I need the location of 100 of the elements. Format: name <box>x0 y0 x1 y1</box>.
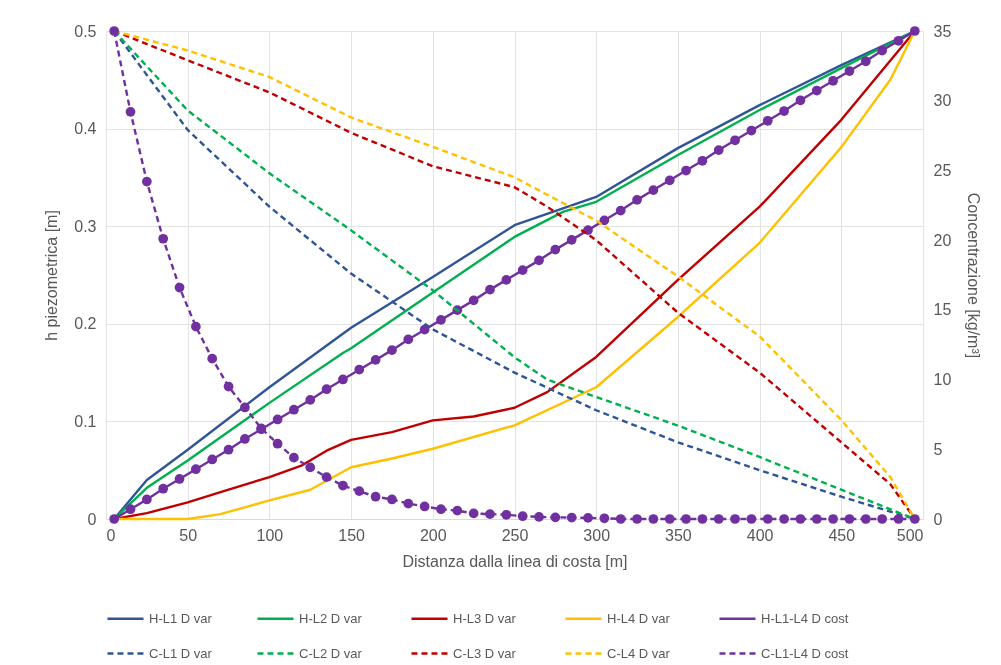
point <box>141 494 152 505</box>
point <box>125 107 136 117</box>
y2-axis-title: Concentrazione [kg/m³] <box>965 192 983 359</box>
legend-label: H-L4 D var <box>607 610 671 626</box>
point <box>240 402 250 413</box>
point <box>354 486 365 496</box>
y2-tick-label: 15 <box>933 301 952 319</box>
point <box>485 284 495 295</box>
x-tick-label: 450 <box>828 526 856 544</box>
x-axis-title: Distanza dalla linea di costa [m] <box>402 552 628 570</box>
y2-tick-label: 35 <box>933 22 952 40</box>
point <box>191 464 201 475</box>
point <box>811 514 822 524</box>
point <box>436 504 446 515</box>
point <box>305 395 316 405</box>
point <box>779 106 789 116</box>
legend-label: H-L1 D var <box>149 610 213 626</box>
point <box>844 514 855 524</box>
point <box>599 513 610 524</box>
point <box>485 509 495 519</box>
point <box>387 345 397 356</box>
point <box>370 491 381 502</box>
y-tick-label: 0.3 <box>74 217 97 235</box>
legend-label: H-L1-L4 D cost <box>761 610 849 626</box>
legend-label: C-L3 D var <box>453 645 517 661</box>
point <box>387 494 397 505</box>
point <box>452 505 463 516</box>
point <box>828 75 838 86</box>
point <box>893 514 904 524</box>
point <box>109 26 120 36</box>
point <box>419 501 430 512</box>
x-tick-label: 300 <box>583 526 611 544</box>
point <box>860 56 871 67</box>
point <box>730 135 740 146</box>
point <box>403 498 414 509</box>
point <box>272 414 283 425</box>
point <box>697 155 708 166</box>
point <box>762 115 773 126</box>
point <box>436 315 446 325</box>
y2-tick-label: 0 <box>933 510 943 528</box>
y-tick-label: 0.1 <box>74 412 97 430</box>
point <box>207 353 218 364</box>
point <box>501 509 512 520</box>
point <box>125 504 136 515</box>
point <box>501 275 512 285</box>
y2-tick-label: 20 <box>933 231 952 249</box>
point <box>713 145 724 155</box>
x-tick-label: 250 <box>501 526 529 544</box>
x-tick-label: 50 <box>179 526 198 544</box>
point <box>632 514 642 524</box>
y-tick-label: 0.4 <box>74 120 97 138</box>
point <box>534 512 544 522</box>
x-tick-label: 400 <box>746 526 774 544</box>
point <box>403 334 414 345</box>
legend-label: H-L2 D var <box>299 610 363 626</box>
point <box>681 514 691 524</box>
point <box>338 480 348 491</box>
point <box>534 255 544 266</box>
legend-label: C-L1 D var <box>149 645 213 661</box>
point <box>141 176 152 187</box>
point <box>583 513 593 523</box>
x-tick-label: 100 <box>256 526 284 544</box>
point <box>877 514 888 524</box>
point <box>223 444 234 455</box>
y-tick-label: 0.5 <box>74 22 97 40</box>
point <box>648 185 659 195</box>
point <box>615 514 626 524</box>
point <box>746 514 757 524</box>
point <box>909 26 920 36</box>
point <box>730 514 740 524</box>
y2-tick-label: 25 <box>933 161 952 179</box>
point <box>713 514 724 524</box>
point <box>550 244 561 255</box>
x-tick-label: 0 <box>106 526 116 544</box>
point <box>468 508 479 519</box>
point <box>158 483 169 494</box>
point <box>370 355 381 365</box>
point <box>811 85 822 96</box>
point <box>599 215 610 226</box>
point <box>909 514 920 524</box>
point <box>664 514 675 524</box>
point <box>517 265 528 275</box>
point <box>893 35 904 46</box>
point <box>272 438 283 449</box>
point <box>566 512 577 523</box>
x-tick-label: 200 <box>419 526 447 544</box>
x-tick-label: 150 <box>338 526 366 544</box>
point <box>648 514 659 524</box>
point <box>828 514 838 524</box>
point <box>338 374 348 385</box>
point <box>877 45 888 56</box>
point <box>191 321 201 332</box>
point <box>550 512 561 523</box>
point <box>158 233 169 244</box>
point <box>615 205 626 216</box>
y-tick-label: 0.2 <box>74 315 97 333</box>
point <box>664 175 675 186</box>
point <box>860 514 871 524</box>
y2-tick-label: 30 <box>933 92 952 110</box>
legend-label: C-L2 D var <box>299 645 363 661</box>
